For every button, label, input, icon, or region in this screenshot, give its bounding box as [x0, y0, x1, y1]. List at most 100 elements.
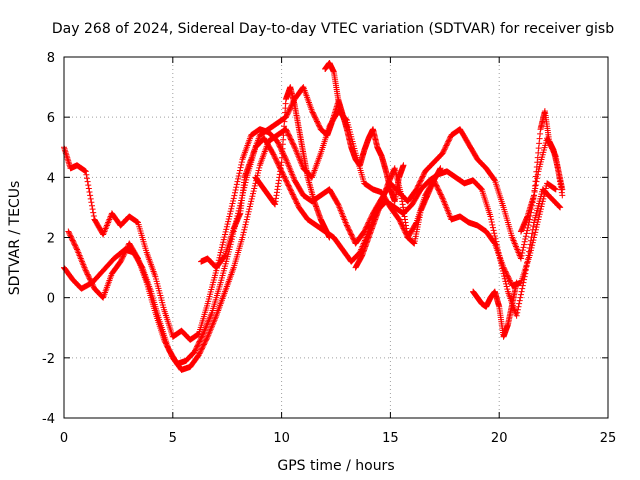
data-point-interp [416, 179, 423, 186]
data-point-interp [309, 109, 316, 116]
data-point-interp [192, 346, 199, 353]
data-point-interp [282, 176, 289, 183]
data-point-interp [227, 208, 234, 215]
data-point-interp [518, 288, 525, 295]
data-point-interp [290, 192, 297, 199]
series-track-g [352, 165, 444, 271]
data-point-interp [121, 249, 128, 256]
data-point-interp [203, 335, 210, 342]
data-point-interp [524, 227, 531, 234]
data-point-interp [349, 234, 356, 241]
data-point-interp [286, 183, 293, 190]
data-point-interp [162, 340, 169, 347]
data-point-interp [245, 211, 252, 218]
data-point-interp [120, 252, 127, 259]
data-point-interp [282, 177, 289, 184]
data-point-interp [162, 339, 169, 346]
data-point-interp [537, 208, 544, 215]
data-point-interp [286, 106, 293, 113]
data-point-interp [490, 227, 497, 234]
data-point-interp [165, 345, 172, 352]
data-point-interp [242, 221, 249, 228]
data-point-interp [294, 201, 301, 208]
data-point-interp [271, 154, 278, 161]
data-point-interp [194, 342, 201, 349]
data-point-interp [220, 239, 227, 246]
data-point-interp [397, 220, 404, 227]
data-point-interp [249, 193, 256, 200]
data-point-interp [443, 141, 450, 148]
data-point-interp [514, 306, 521, 313]
data-point-interp [238, 161, 245, 168]
data-point-interp [522, 236, 529, 243]
data-point-interp [503, 271, 510, 278]
data-point-interp [123, 246, 130, 253]
data-point-interp [439, 194, 446, 201]
data-point-interp [313, 117, 320, 124]
data-point-interp [291, 194, 298, 201]
data-point-interp [310, 112, 317, 119]
data-point-interp [539, 198, 546, 205]
data-point-interp [88, 199, 95, 206]
data-point [552, 186, 559, 193]
data-point-interp [225, 218, 232, 225]
data-point-interp [118, 257, 125, 264]
data-point-interp [367, 215, 374, 222]
data-point-interp [195, 339, 202, 346]
data-point [82, 267, 89, 274]
data-point-interp [70, 238, 77, 245]
data-point-interp [284, 110, 291, 117]
x-tick-label: 15 [382, 431, 399, 446]
data-point-interp [441, 146, 448, 153]
data-point-interp [273, 156, 280, 163]
data-point [248, 198, 255, 205]
data-point-interp [121, 250, 128, 257]
data-point-interp [280, 172, 287, 179]
data-point-interp [519, 285, 526, 292]
data-point-interp [435, 187, 442, 194]
data-point-interp [529, 242, 536, 249]
data-point-interp [530, 237, 537, 244]
data-point-interp [197, 335, 204, 342]
data-point [222, 231, 229, 238]
y-tick-label: -2 [42, 352, 55, 367]
y-tick-label: 6 [47, 111, 55, 126]
data-point-interp [85, 274, 92, 281]
data-point-interp [542, 188, 549, 195]
data-point-interp [197, 337, 204, 344]
data-point-interp [134, 254, 141, 261]
data-point-interp [231, 192, 238, 199]
data-point-interp [241, 226, 248, 233]
series-track-f [322, 60, 407, 205]
data-point-interp [364, 222, 371, 229]
data-point-interp [254, 170, 261, 177]
data-point [517, 255, 524, 262]
data-point-interp [202, 338, 209, 345]
data-point-interp [251, 182, 258, 189]
data-point-interp [243, 216, 250, 223]
data-point-interp [233, 181, 240, 188]
series-track-i [517, 108, 566, 235]
data-point-interp [293, 199, 300, 206]
data-point-interp [87, 277, 94, 284]
data-point [437, 165, 444, 172]
data-point-interp [198, 346, 205, 353]
data-point-interp [86, 275, 93, 282]
data-point-interp [529, 239, 536, 246]
data-point-interp [225, 216, 232, 223]
data-point-interp [291, 195, 298, 202]
data-point-interp [67, 232, 74, 239]
data-point-interp [281, 153, 288, 160]
data-point-interp [414, 185, 421, 192]
data-point-interp [89, 206, 96, 213]
data-point-interp [542, 185, 549, 192]
data-point-interp [517, 291, 524, 298]
data-point-interp [287, 135, 294, 142]
data-point-interp [284, 181, 291, 188]
data-point-interp [418, 176, 425, 183]
data-point-interp [234, 178, 241, 185]
data-point [191, 348, 198, 355]
data-point-interp [164, 343, 171, 350]
data-point-interp [236, 170, 243, 177]
data-point-interp [502, 268, 509, 275]
